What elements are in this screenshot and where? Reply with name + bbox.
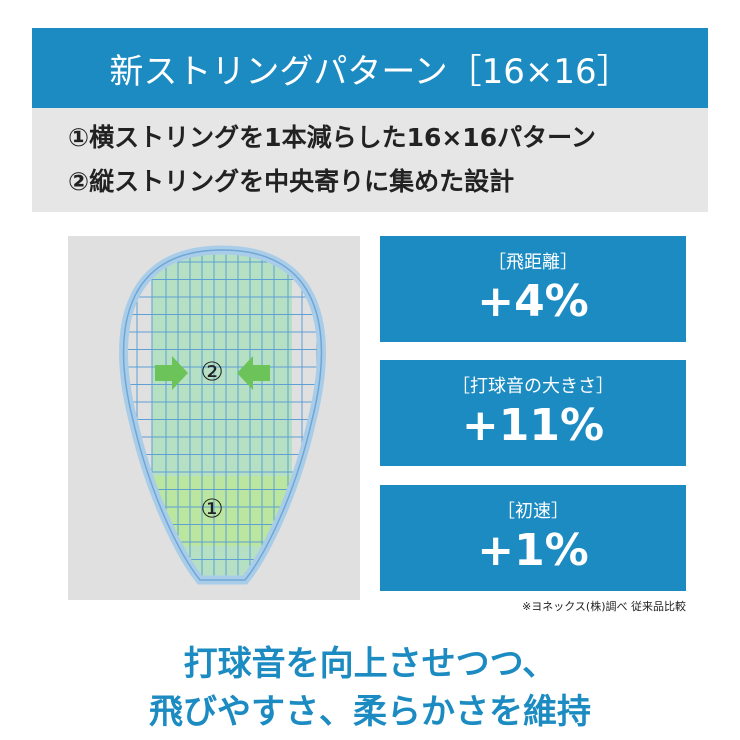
note: ※ヨネックス(株)調べ 従来品比較	[522, 600, 686, 613]
title-banner: 新ストリングパターン［16×16］	[32, 28, 708, 108]
stat-value: +1%	[477, 525, 589, 576]
stat-box: ［飛距離］ +4%	[380, 236, 686, 342]
stat-value: +11%	[461, 400, 605, 451]
racket-diagram: ② ①	[68, 236, 360, 600]
area-label: ②	[200, 358, 223, 388]
feature: ①横ストリングを1本減らした16×16パターン	[68, 123, 596, 152]
area-label: ①	[200, 495, 223, 525]
stat-label: ［打球音の大きさ］	[452, 376, 614, 397]
stat-label: ［飛距離］	[488, 252, 578, 273]
footer-line: 打球音を向上させつつ、	[183, 644, 557, 684]
stat-box: ［打球音の大きさ］ +11%	[380, 360, 686, 466]
stat-value: +4%	[477, 276, 589, 327]
feature: ②縦ストリングを中央寄りに集めた設計	[68, 167, 515, 196]
stat-label: ［初速］	[497, 501, 569, 522]
feature-box: ①横ストリングを1本減らした16×16パターン ②縦ストリングを中央寄りに集めた…	[32, 108, 708, 212]
stat-box: ［初速］ +1%	[380, 485, 686, 591]
footer-line: 飛びやすさ、柔らかさを維持	[149, 692, 591, 732]
